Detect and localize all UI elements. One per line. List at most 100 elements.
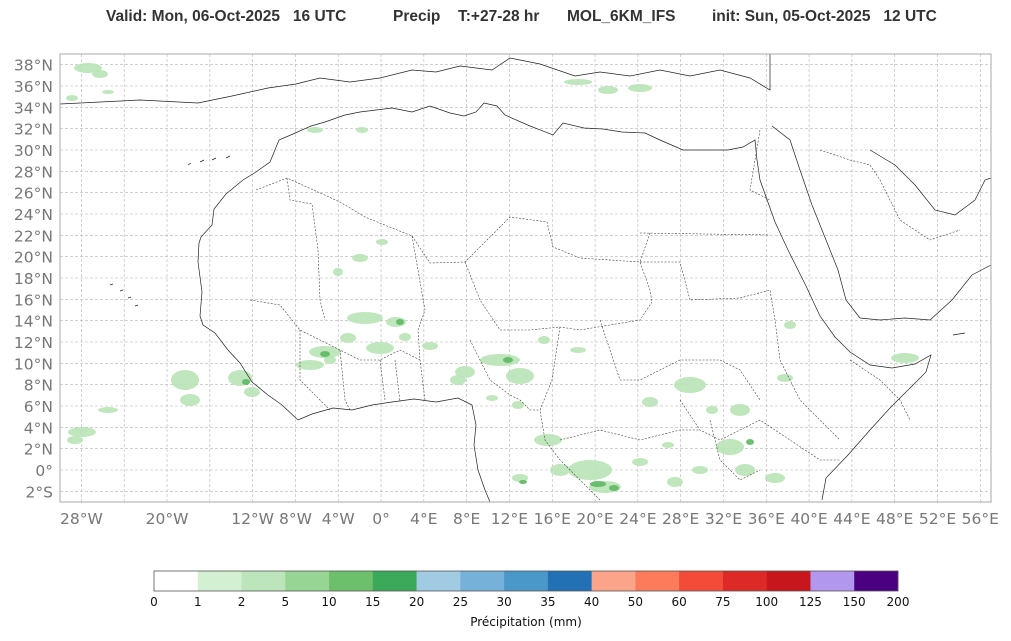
colorbar-level: 2 xyxy=(238,595,246,609)
lat-label: 14°N xyxy=(14,313,53,331)
init-time: init: Sun, 05-Oct-2025 12 UTC xyxy=(712,8,937,25)
lat-label: 0° xyxy=(35,462,53,480)
colorbar-level: 15 xyxy=(365,595,380,609)
arabia-coastline xyxy=(771,125,991,321)
precip-patch xyxy=(244,387,260,397)
precip-patch xyxy=(102,90,114,94)
precip-patch xyxy=(296,360,324,370)
precip-patch xyxy=(455,366,475,378)
colorbar-level: 50 xyxy=(628,595,643,609)
lat-label: 26°N xyxy=(14,185,53,203)
precip-patch xyxy=(550,464,570,476)
precip-patch xyxy=(352,254,368,262)
west-africa-coastline xyxy=(197,242,491,502)
colorbar-swatch xyxy=(635,571,680,591)
precip-patch xyxy=(66,95,78,101)
precip-patch xyxy=(538,336,550,344)
gulf-coastline xyxy=(869,149,991,216)
lat-label: 34°N xyxy=(14,99,53,117)
lon-label: 4°E xyxy=(410,510,437,528)
precip-patch xyxy=(98,407,118,413)
colorbar-level: 60 xyxy=(672,595,687,609)
precip-patch xyxy=(68,427,96,437)
precip-patch xyxy=(340,333,356,343)
precip-patch xyxy=(74,63,102,73)
colorbar-title: Précipitation (mm) xyxy=(470,615,582,629)
colorbar-level: 5 xyxy=(281,595,289,609)
colorbar-level: 20 xyxy=(409,595,424,609)
lat-label: 6°N xyxy=(24,398,53,416)
lat-label: 18°N xyxy=(14,270,53,288)
precip-patch xyxy=(366,342,394,354)
precip-patch xyxy=(564,79,592,85)
precip-patch xyxy=(730,404,750,416)
colorbar-swatch xyxy=(504,571,549,591)
precip-patch xyxy=(356,127,368,133)
lon-label: 56°E xyxy=(962,510,999,528)
colorbar-swatch xyxy=(679,571,724,591)
precip-patch xyxy=(480,354,520,366)
lat-label: 22°N xyxy=(14,227,53,245)
precip-patch xyxy=(347,312,383,324)
socotra xyxy=(952,332,966,336)
colorbar-swatch xyxy=(547,571,592,591)
lon-label: 40°E xyxy=(790,510,827,528)
lon-label: 48°E xyxy=(876,510,913,528)
precip-patch xyxy=(735,464,755,476)
lat-label: 24°N xyxy=(14,206,53,224)
colorbar-level: 150 xyxy=(843,595,866,609)
precip-patch xyxy=(376,239,388,245)
colorbar-level: 125 xyxy=(799,595,822,609)
lon-label: 20°E xyxy=(576,510,613,528)
colorbar-level: 75 xyxy=(715,595,730,609)
precip-patch xyxy=(628,84,652,92)
precip-patch xyxy=(534,434,562,446)
precip-patch xyxy=(692,466,708,474)
lon-label: 52°E xyxy=(919,510,956,528)
precip-patch-heavy xyxy=(242,379,250,385)
lat-label: 36°N xyxy=(14,78,53,96)
precip-patch xyxy=(674,377,706,393)
plot-frame xyxy=(59,53,992,503)
precip-patch xyxy=(632,458,648,466)
precip-patch xyxy=(667,477,683,487)
precip-patch xyxy=(512,474,528,482)
colorbar-swatch xyxy=(766,571,811,591)
europe-coastline xyxy=(60,54,771,105)
precip-patch xyxy=(333,268,343,276)
precip-patch xyxy=(568,460,612,480)
canary-islands xyxy=(187,155,231,166)
lon-label: 8°E xyxy=(453,510,480,528)
precip-patch xyxy=(450,375,466,385)
precip-patch-heavy xyxy=(609,485,619,491)
colorbar-frame xyxy=(153,570,899,592)
precip-patch xyxy=(598,86,618,94)
colorbar-level: 25 xyxy=(453,595,468,609)
lon-label: 12°E xyxy=(491,510,528,528)
africa-coastline xyxy=(198,102,932,501)
precip-patch-heavy xyxy=(519,480,527,484)
longitude-labels: 28°W 20°W 12°W 8°W 4°W 0° 4°E 8°E 12°E 16°E 20°E 24… xyxy=(60,510,999,528)
lat-label: 30°N xyxy=(14,142,53,160)
precip-patch xyxy=(92,70,108,78)
colorbar-swatch xyxy=(416,571,461,591)
precip-patch-heavy xyxy=(396,319,404,325)
lat-label: 38°N xyxy=(14,57,53,75)
colorbar-swatch xyxy=(591,571,636,591)
lon-label: 16°E xyxy=(534,510,571,528)
cape-verde xyxy=(109,283,139,307)
lon-label: 36°E xyxy=(748,510,785,528)
lon-label: 28°E xyxy=(662,510,699,528)
field-name: Precip xyxy=(393,8,441,25)
lat-label: 16°N xyxy=(14,291,53,309)
colorbar-level: 40 xyxy=(584,595,599,609)
colorbar-swatch xyxy=(154,571,199,591)
precip-patch xyxy=(891,353,919,363)
forecast-range: T:+27-28 hr xyxy=(458,8,540,25)
colorbar-swatch xyxy=(241,571,286,591)
model-name: MOL_6KM_IFS xyxy=(567,8,676,25)
colorbar-level: 0 xyxy=(150,595,158,609)
colorbar: 0 1 2 5 10 15 20 25 30 35 40 50 60 75 100 125 150 200 xyxy=(150,570,909,609)
lon-label: 32°E xyxy=(705,510,742,528)
